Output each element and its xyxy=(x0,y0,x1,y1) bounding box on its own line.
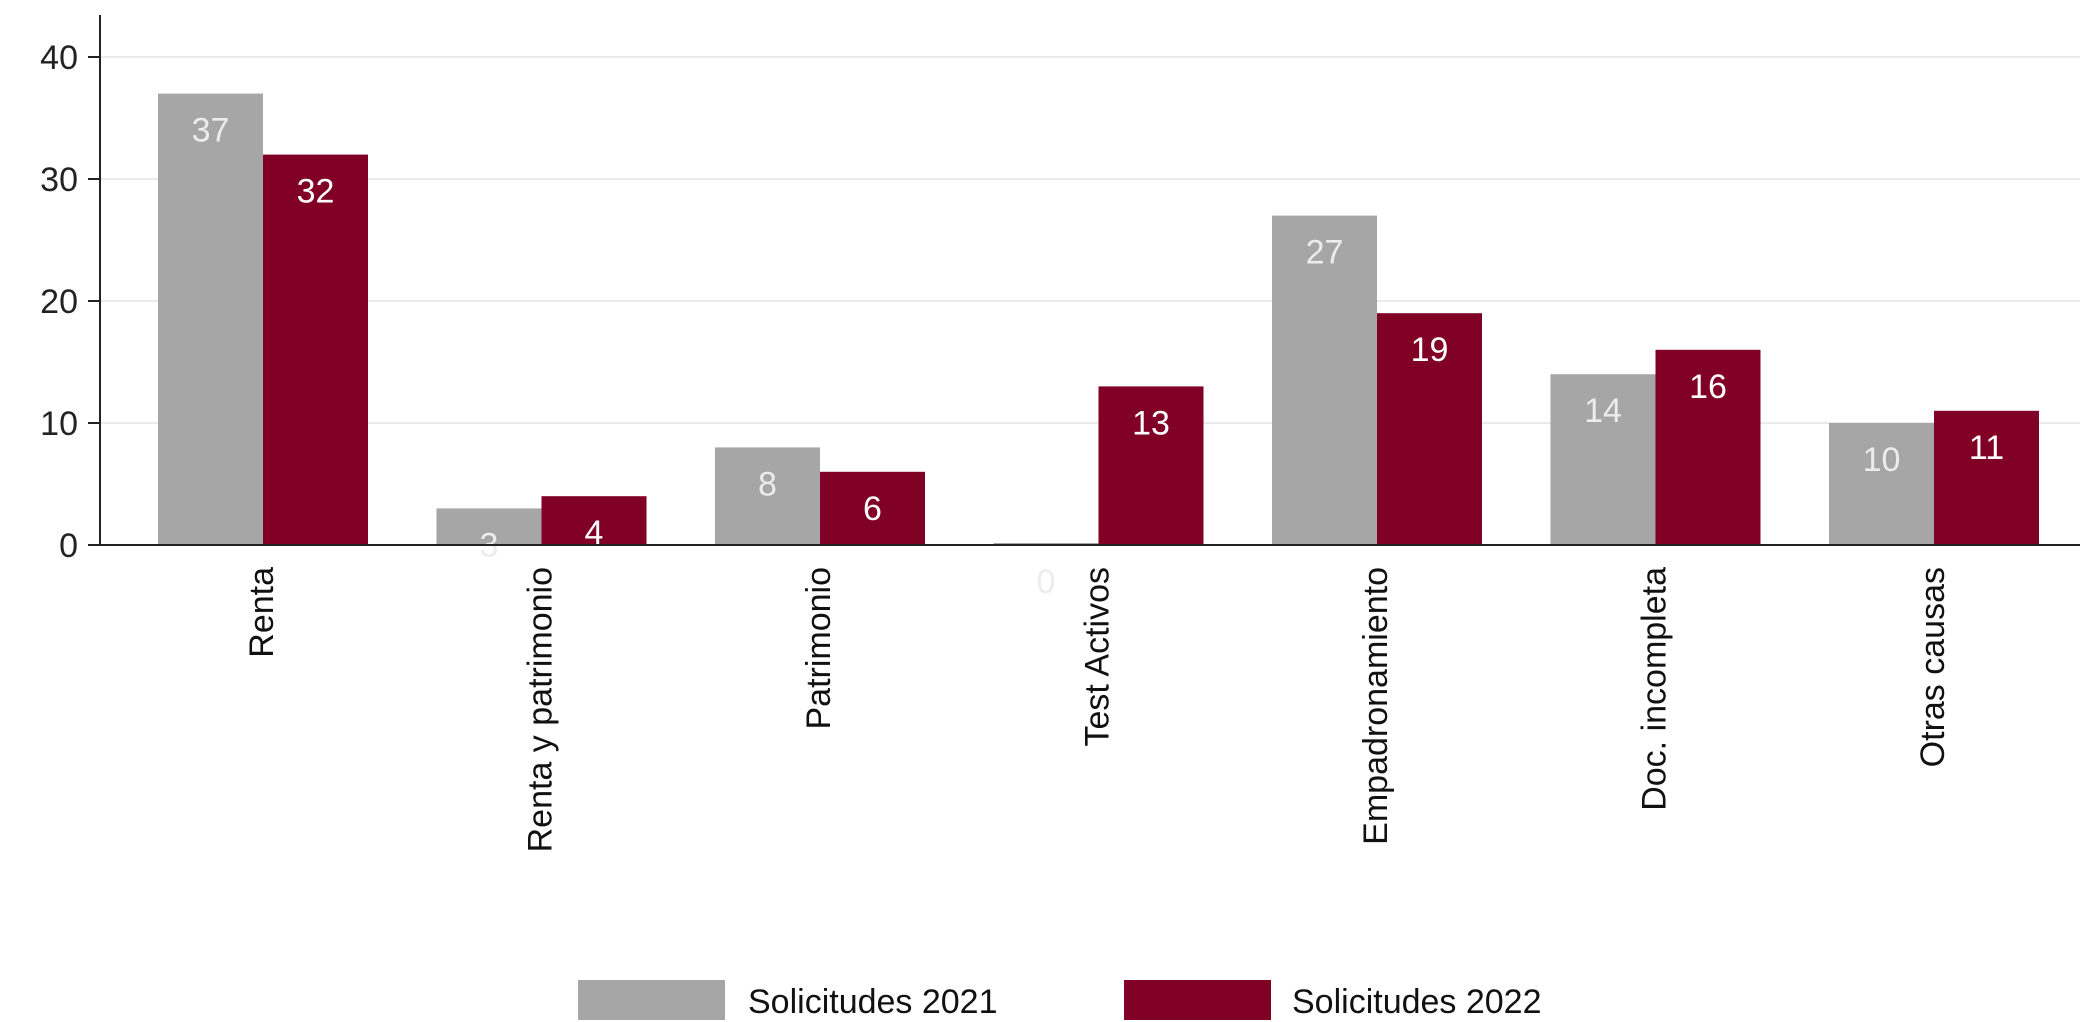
y-tick-label: 10 xyxy=(40,405,78,443)
bar-value-label: 8 xyxy=(758,465,777,503)
bar-2022 xyxy=(1377,313,1482,545)
bar-2021 xyxy=(436,508,542,545)
bar-value-label: 6 xyxy=(863,490,882,528)
bar-2022 xyxy=(820,471,925,545)
grid-lines xyxy=(100,56,2080,424)
x-tick-label: Doc. incompleta xyxy=(1636,567,1674,811)
bar-value-label: 27 xyxy=(1306,234,1344,272)
bars xyxy=(158,93,2039,545)
bar-2021 xyxy=(1272,215,1377,545)
legend-swatch xyxy=(578,980,725,1020)
bar-2021 xyxy=(158,93,263,545)
legend: Solicitudes 2021 Solicitudes 2022 xyxy=(578,980,1542,1021)
bar-value-label: 4 xyxy=(585,514,604,552)
bar-2021 xyxy=(1550,374,1656,545)
bar-2022 xyxy=(263,154,368,545)
bar-value-label: 32 xyxy=(297,173,335,211)
y-tick-label: 30 xyxy=(40,161,78,199)
bar-value-label: 11 xyxy=(1969,429,2004,467)
bar-value-label: 37 xyxy=(192,112,230,150)
y-tick-label: 0 xyxy=(59,527,78,565)
bar-2021 xyxy=(715,447,820,545)
bar-2022 xyxy=(1934,410,2039,545)
x-tick-label: Test Activos xyxy=(1079,567,1117,747)
bar-2022 xyxy=(541,496,647,545)
x-tick-label: Renta y patrimonio xyxy=(522,567,560,852)
bar-value-label: 10 xyxy=(1863,441,1901,479)
x-tick-label: Patrimonio xyxy=(800,567,838,730)
bar-2021 xyxy=(1829,423,1934,545)
legend-label: Solicitudes 2021 xyxy=(748,983,998,1021)
x-tick-label: Otras causas xyxy=(1914,567,1952,767)
bar-value-label: 0 xyxy=(1037,563,1056,601)
bar-2022 xyxy=(1098,386,1204,545)
bar-value-label: 14 xyxy=(1584,392,1622,430)
x-axis-tick-labels: Renta Renta y patrimonio Patrimonio Test Ac… xyxy=(243,567,1952,852)
bar-value-label: 16 xyxy=(1689,368,1727,406)
y-tick-label: 20 xyxy=(40,283,78,321)
legend-label: Solicitudes 2022 xyxy=(1292,983,1542,1021)
legend-swatch xyxy=(1124,980,1271,1020)
bar-value-label: 19 xyxy=(1411,331,1449,369)
x-tick-label: Empadronamiento xyxy=(1357,567,1395,845)
x-tick-label: Renta xyxy=(243,567,281,658)
bar-value-label: 13 xyxy=(1132,404,1170,442)
axes xyxy=(99,15,2080,546)
bar-2022 xyxy=(1655,349,1761,545)
y-tick-label: 40 xyxy=(40,39,78,77)
y-axis-ticks: 0 10 20 30 40 xyxy=(40,39,100,565)
